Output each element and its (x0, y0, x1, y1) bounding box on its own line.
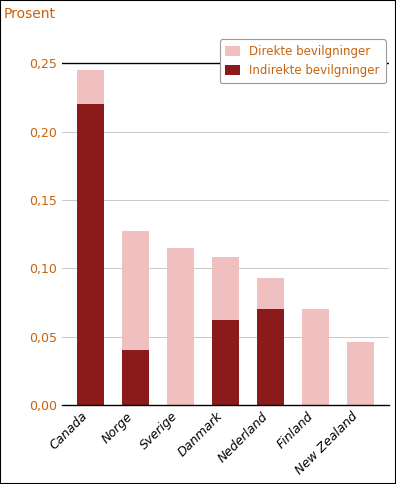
Bar (212, 257, 239, 405)
Bar (257, 278, 284, 405)
Bar (77, 104, 104, 405)
Bar (347, 342, 374, 405)
Legend: Direkte bevilgninger, Indirekte bevilgninger: Direkte bevilgninger, Indirekte bevilgni… (220, 39, 386, 83)
Bar (212, 320, 239, 405)
Bar (77, 70, 104, 405)
Bar (167, 248, 194, 405)
Bar (302, 309, 329, 405)
Bar (257, 309, 284, 405)
Bar (122, 231, 149, 405)
Text: Prosent: Prosent (3, 7, 55, 21)
Bar (122, 350, 149, 405)
